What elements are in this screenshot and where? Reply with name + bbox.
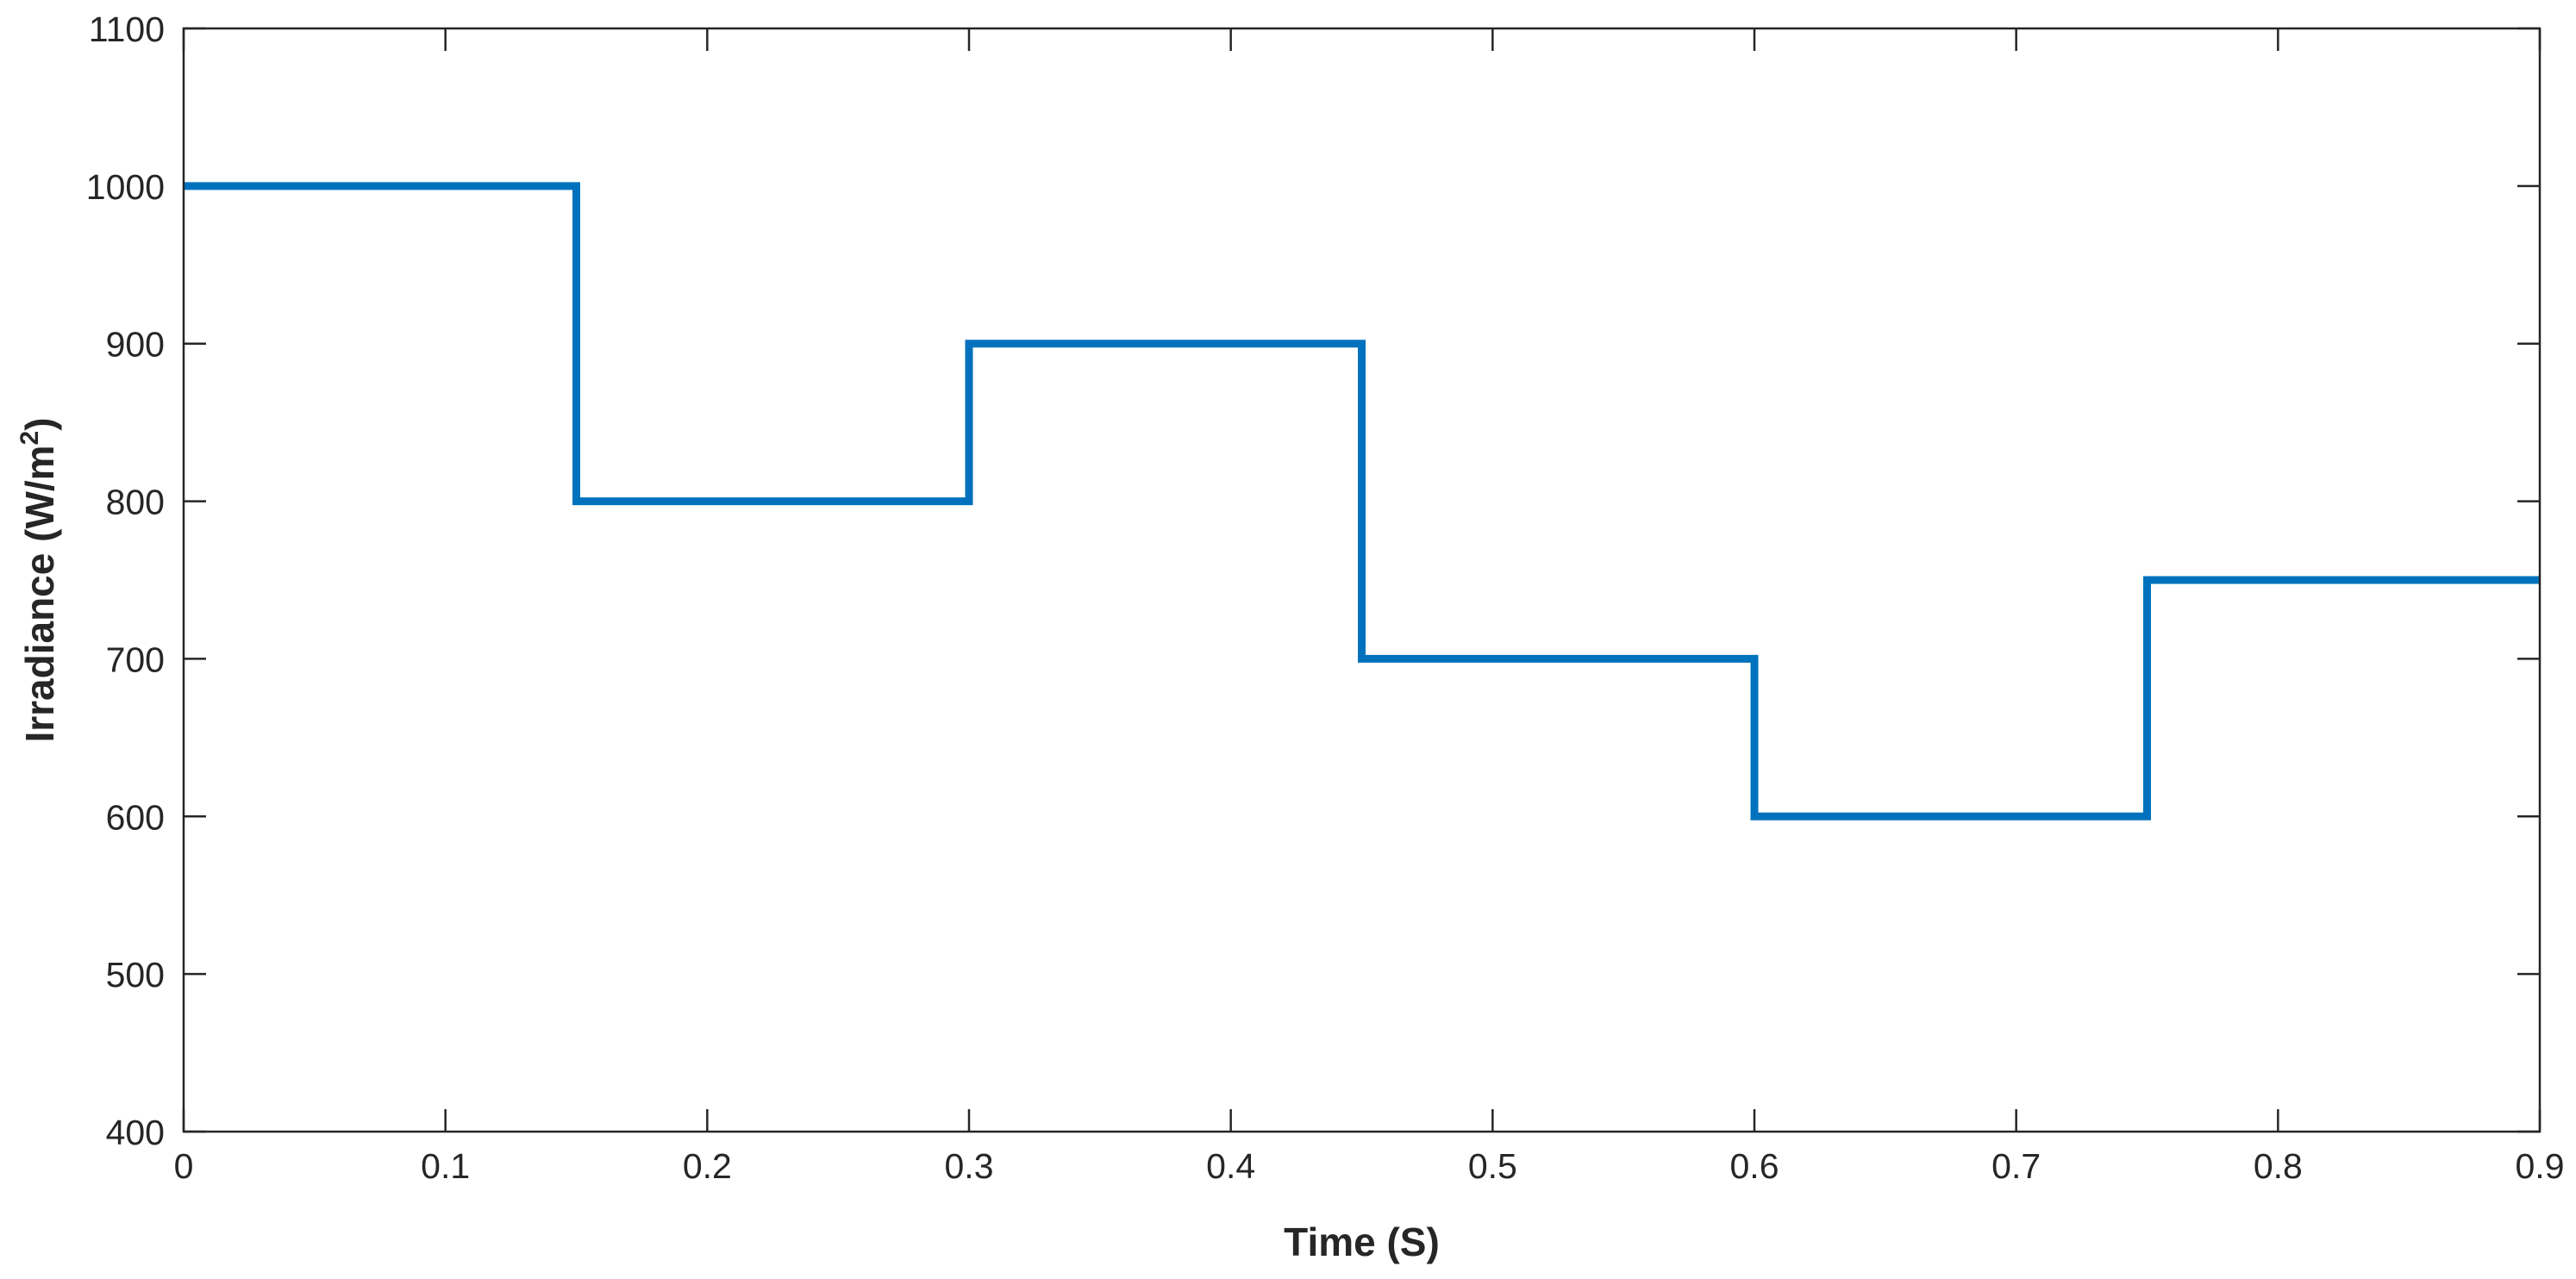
x-tick-label: 0.4 — [1206, 1146, 1255, 1186]
x-tick-label: 0.3 — [945, 1146, 994, 1186]
y-axis-title-main: Irradiance (W/m — [17, 445, 62, 742]
x-tick-label: 0.6 — [1730, 1146, 1779, 1186]
x-tick-label: 0.5 — [1468, 1146, 1517, 1186]
x-tick-label: 0 — [174, 1146, 194, 1186]
x-tick-label: 0.9 — [2516, 1146, 2565, 1186]
x-tick-label: 0.8 — [2254, 1146, 2303, 1186]
y-axis-title: Irradiance (W/m2) — [16, 417, 62, 742]
y-tick-label: 1000 — [86, 167, 165, 207]
y-tick-label: 700 — [106, 640, 165, 679]
y-axis-title-superscript: 2 — [16, 431, 44, 446]
x-tick-label: 0.1 — [421, 1146, 470, 1186]
tick-labels: 0 0.1 0.2 0.3 0.4 0.5 0.6 0.7 0.8 0.9 400 500 600 700… — [86, 9, 2565, 1186]
y-tick-label: 600 — [106, 797, 165, 837]
y-tick-label: 400 — [106, 1113, 165, 1152]
data-series — [184, 182, 2540, 820]
y-tick-label: 500 — [106, 955, 165, 995]
plot-frame — [182, 27, 2542, 1133]
y-tick-label: 900 — [106, 325, 165, 365]
y-tick-label: 800 — [106, 483, 165, 522]
x-tick-label: 0.2 — [683, 1146, 732, 1186]
y-tick-label: 1100 — [89, 9, 165, 49]
irradiance-series-line — [184, 182, 2540, 820]
x-tick-label: 0.7 — [1991, 1146, 2041, 1186]
y-axis-title-suffix: ) — [17, 417, 62, 430]
x-axis-title: Time (S) — [1284, 1220, 1440, 1264]
